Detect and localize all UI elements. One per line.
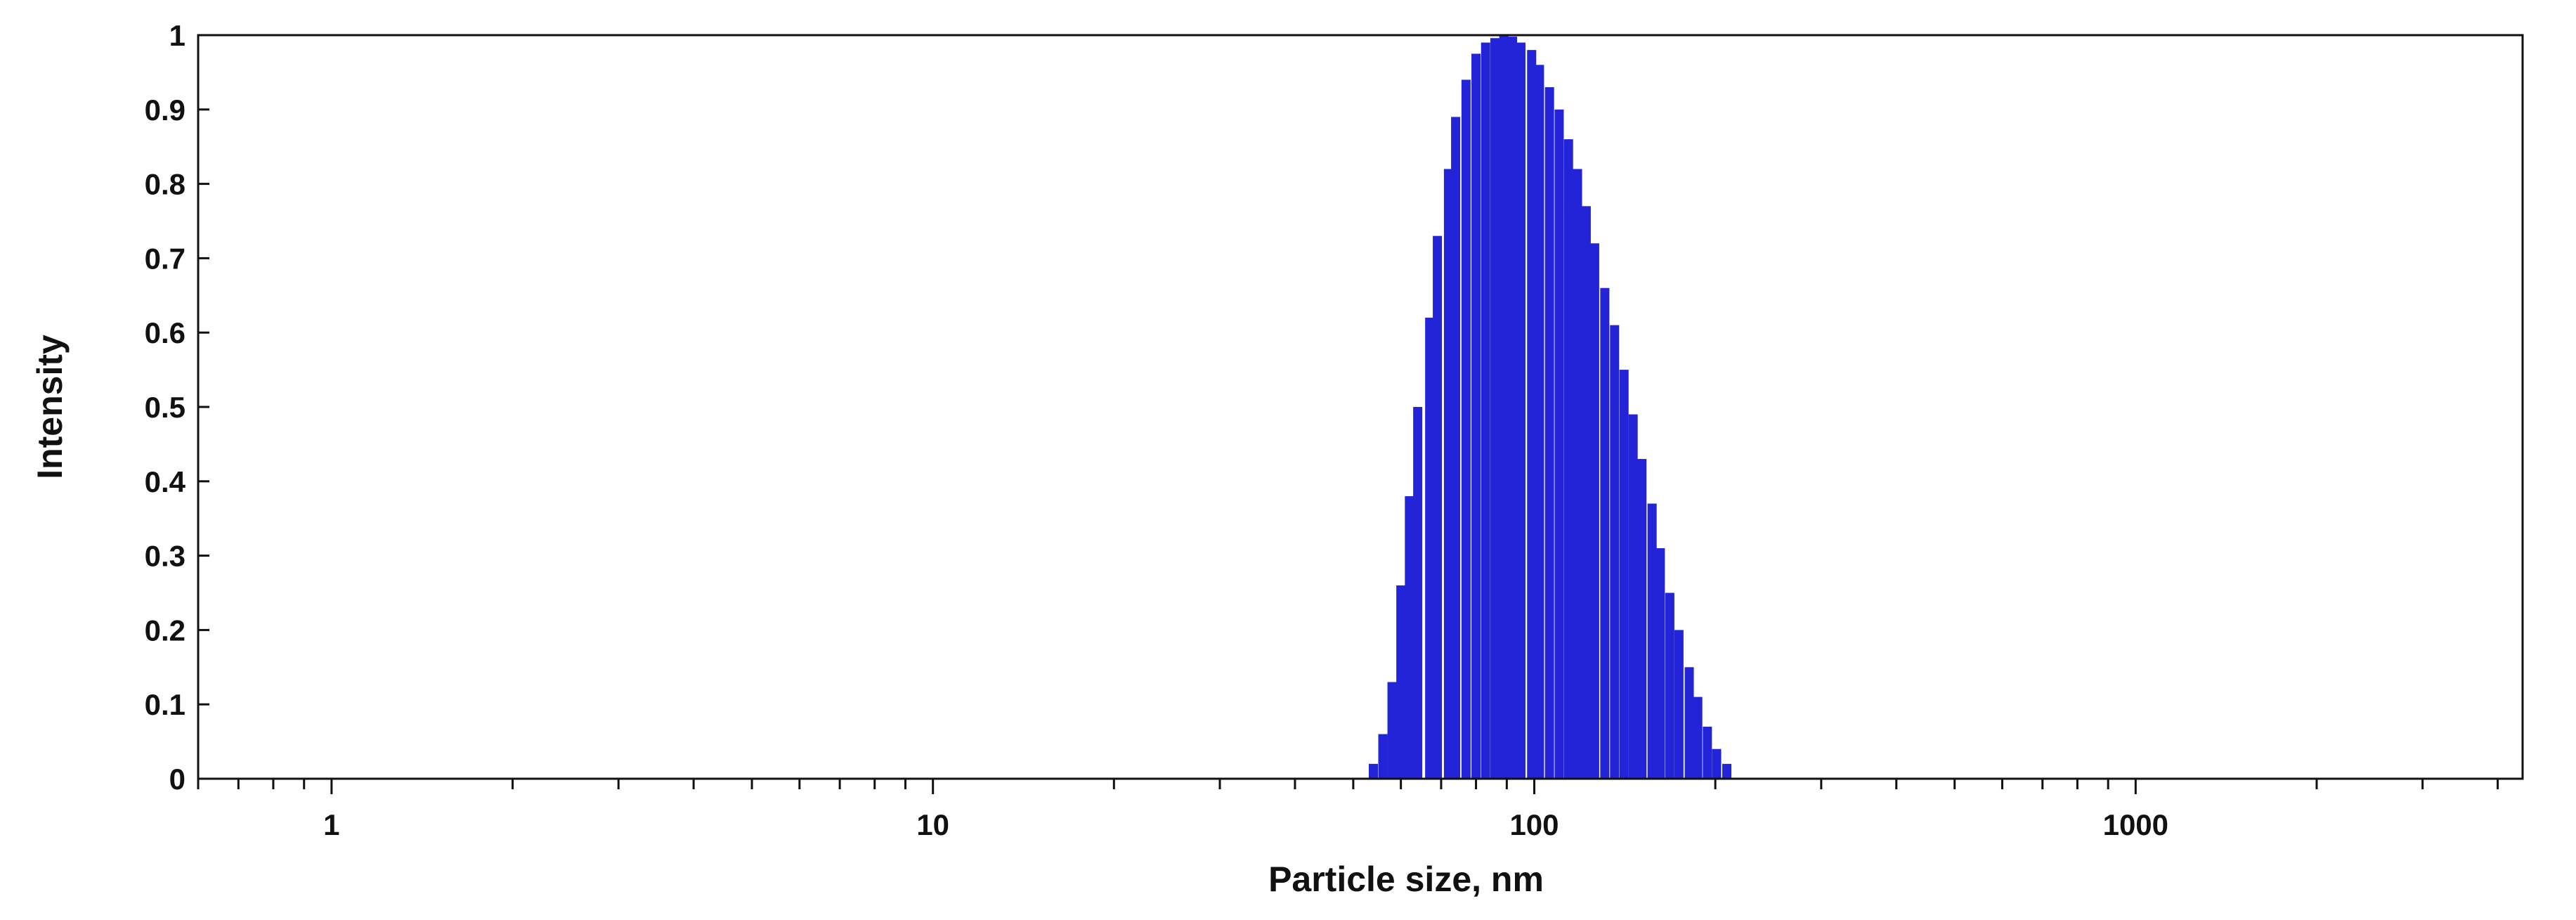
- y-tick-label: 0.1: [145, 688, 186, 721]
- ticks-layer: 0 0.1 0.2 0.3 0.4 0.5 0.6 0.7 0.8 0.9 1 1 10 100 1000: [145, 19, 2499, 841]
- bar: [1722, 763, 1731, 779]
- bar: [1499, 35, 1509, 779]
- bar: [1655, 548, 1665, 779]
- bar: [1387, 682, 1397, 779]
- bar: [1573, 169, 1582, 779]
- bar: [1405, 495, 1414, 779]
- bar: [1665, 592, 1674, 779]
- y-tick-label: 0.9: [145, 93, 186, 127]
- bar: [1684, 667, 1694, 779]
- bar: [1490, 38, 1500, 779]
- bar: [1712, 749, 1722, 779]
- bar: [1396, 585, 1406, 779]
- bar: [1535, 65, 1544, 779]
- bars-layer: [1368, 35, 1731, 779]
- bar: [1544, 87, 1554, 779]
- bar: [1527, 50, 1537, 779]
- bar: [1628, 414, 1638, 779]
- y-tick-label: 0.7: [145, 242, 186, 275]
- bar: [1581, 206, 1591, 779]
- y-tick-label: 0: [169, 763, 186, 796]
- y-tick-label: 0.6: [145, 316, 186, 349]
- y-tick-label: 0.3: [145, 540, 186, 573]
- bar: [1619, 370, 1629, 779]
- y-axis-label: Intensity: [30, 335, 70, 479]
- y-tick-label: 0.8: [145, 168, 186, 201]
- bar: [1693, 697, 1703, 779]
- y-tick-label: 0.2: [145, 614, 186, 647]
- bar: [1461, 79, 1471, 779]
- bar: [1589, 243, 1599, 779]
- bar: [1647, 503, 1657, 779]
- bar: [1471, 53, 1481, 779]
- plot-frame: [197, 34, 2524, 780]
- bar: [1600, 287, 1610, 779]
- bar: [1508, 37, 1518, 779]
- bar: [1674, 630, 1684, 779]
- bar: [1610, 325, 1620, 779]
- bar: [1425, 318, 1435, 779]
- y-tick-label: 0.4: [145, 465, 186, 498]
- x-tick-label: 100: [1509, 808, 1559, 841]
- bar: [1554, 109, 1564, 779]
- bar: [1703, 726, 1712, 779]
- y-tick-label: 1: [169, 19, 186, 52]
- bar: [1443, 169, 1453, 779]
- x-tick-label: 10: [916, 808, 949, 841]
- bar: [1481, 42, 1490, 779]
- bar: [1637, 459, 1647, 779]
- x-tick-label: 1000: [2103, 808, 2168, 841]
- bar: [1563, 139, 1573, 779]
- x-tick-label: 1: [323, 808, 339, 841]
- bar: [1433, 235, 1443, 779]
- bar: [1451, 117, 1461, 779]
- bar: [1516, 42, 1526, 779]
- bar: [1378, 734, 1388, 779]
- bar: [1413, 407, 1423, 779]
- bar: [1368, 763, 1378, 779]
- x-axis-label: Particle size, nm: [1268, 860, 1544, 899]
- y-tick-label: 0.5: [145, 391, 186, 424]
